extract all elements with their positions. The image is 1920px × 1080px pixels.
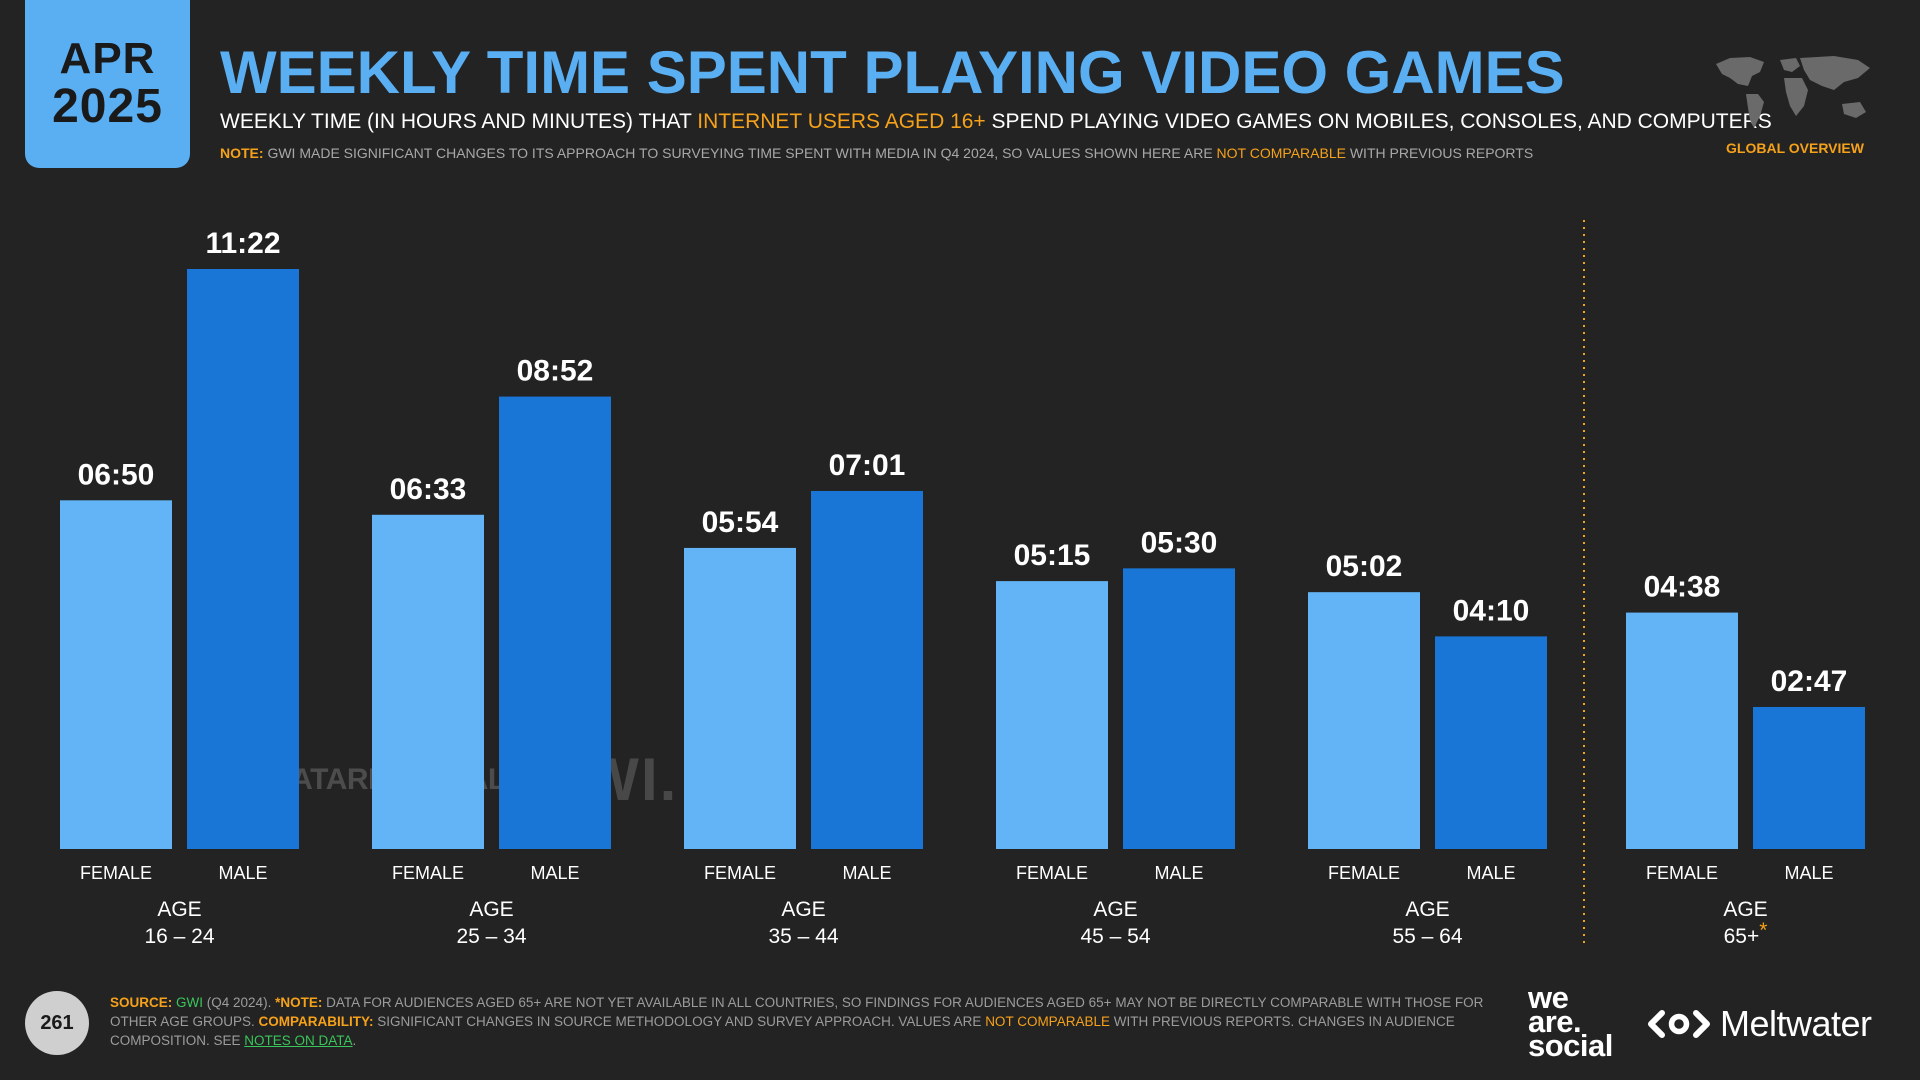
age-label: AGE bbox=[1405, 898, 1449, 921]
source-name: GWI bbox=[176, 995, 204, 1010]
data-label-female: 06:33 bbox=[390, 473, 467, 506]
age-range-label: 25 – 34 bbox=[456, 925, 526, 948]
notes-on-data-link[interactable]: NOTES ON DATA bbox=[244, 1033, 353, 1048]
age-range-label: 45 – 54 bbox=[1080, 925, 1150, 948]
meltwater-logo: Meltwater bbox=[1648, 1003, 1872, 1045]
bar-female bbox=[1308, 592, 1420, 849]
subtitle-highlight: INTERNET USERS AGED 16+ bbox=[697, 110, 986, 133]
page-title: WEEKLY TIME SPENT PLAYING VIDEO GAMES bbox=[220, 39, 1565, 106]
bar-male bbox=[187, 269, 299, 849]
data-label-female: 05:02 bbox=[1326, 550, 1403, 583]
age-range-label: 65+* bbox=[1724, 919, 1768, 948]
bar-female bbox=[1626, 612, 1738, 849]
we-are-social-logo: we are. social bbox=[1528, 980, 1613, 1063]
comparability-post: WITH PREVIOUS REPORTS. CHANGES IN AUDIEN… bbox=[110, 1014, 1455, 1048]
bar-female bbox=[372, 514, 484, 849]
world-map-icon bbox=[1716, 56, 1870, 128]
date-year: 2025 bbox=[52, 80, 163, 133]
meltwater-mark-icon bbox=[1648, 1010, 1710, 1038]
bar-female bbox=[684, 547, 796, 849]
age-label: AGE bbox=[1093, 898, 1137, 921]
subtitle-pre: WEEKLY TIME (IN HOURS AND MINUTES) THAT bbox=[220, 110, 698, 133]
bar-male bbox=[1753, 706, 1865, 849]
comparability-label: COMPARABILITY: bbox=[258, 1014, 374, 1029]
age-label: AGE bbox=[1723, 898, 1767, 921]
bar-male bbox=[1435, 636, 1547, 849]
was-line-3: social bbox=[1528, 1028, 1613, 1063]
was-line-1: we bbox=[1528, 980, 1569, 1015]
subtitle-post: SPEND PLAYING VIDEO GAMES ON MOBILES, CO… bbox=[985, 110, 1772, 133]
category-label-male: MALE bbox=[218, 863, 267, 883]
data-label-female: 05:54 bbox=[702, 506, 779, 539]
date-badge: APR 2025 bbox=[25, 0, 190, 168]
bar-male bbox=[1123, 568, 1235, 849]
note-pre: GWI MADE SIGNIFICANT CHANGES TO ITS APPR… bbox=[263, 145, 1217, 161]
age-label: AGE bbox=[469, 898, 513, 921]
note-label: NOTE: bbox=[220, 145, 264, 161]
age-label: AGE bbox=[781, 898, 825, 921]
category-label-female: FEMALE bbox=[1016, 863, 1088, 883]
age-range-label: 55 – 64 bbox=[1392, 925, 1462, 948]
global-overview-label: GLOBAL OVERVIEW bbox=[1726, 140, 1864, 156]
age-label: AGE bbox=[157, 898, 201, 921]
source-footnote: SOURCE: GWI (Q4 2024). *NOTE: DATA FOR A… bbox=[110, 993, 1500, 1050]
meltwater-text: Meltwater bbox=[1720, 1003, 1872, 1044]
category-label-female: FEMALE bbox=[704, 863, 776, 883]
note-highlight: NOT COMPARABLE bbox=[1216, 145, 1346, 161]
category-label-male: MALE bbox=[842, 863, 891, 883]
note-post: WITH PREVIOUS REPORTS bbox=[1345, 145, 1534, 161]
data-label-female: 06:50 bbox=[78, 458, 155, 491]
data-label-male: 05:30 bbox=[1141, 526, 1218, 559]
data-label-male: 08:52 bbox=[517, 355, 594, 388]
was-line-2: are. bbox=[1528, 1004, 1582, 1039]
data-label-female: 05:15 bbox=[1014, 539, 1091, 572]
age-range-label: 16 – 24 bbox=[144, 925, 214, 948]
category-label-male: MALE bbox=[1466, 863, 1515, 883]
header-note: NOTE: GWI MADE SIGNIFICANT CHANGES TO IT… bbox=[220, 145, 1533, 161]
subtitle: WEEKLY TIME (IN HOURS AND MINUTES) THAT … bbox=[220, 110, 1772, 134]
category-label-male: MALE bbox=[1154, 863, 1203, 883]
page-number: 261 bbox=[25, 991, 89, 1055]
footnote-end: . bbox=[352, 1033, 357, 1048]
bar-male bbox=[499, 396, 611, 849]
category-label-female: FEMALE bbox=[1646, 863, 1718, 883]
data-label-male: 02:47 bbox=[1771, 665, 1848, 698]
comparability-pre: SIGNIFICANT CHANGES IN SOURCE METHODOLOG… bbox=[373, 1014, 986, 1029]
data-label-male: 04:10 bbox=[1453, 594, 1530, 627]
data-label-female: 04:38 bbox=[1644, 571, 1721, 604]
date-month: APR bbox=[59, 34, 156, 83]
age-range-label: 35 – 44 bbox=[768, 925, 838, 948]
category-label-male: MALE bbox=[1784, 863, 1833, 883]
footnote-note-text: DATA FOR AUDIENCES AGED 65+ ARE NOT YET … bbox=[110, 995, 1484, 1029]
age-asterisk: * bbox=[1759, 919, 1767, 942]
footnote-note-label: *NOTE: bbox=[275, 995, 323, 1010]
comparability-highlight: NOT COMPARABLE bbox=[985, 1014, 1110, 1029]
category-label-female: FEMALE bbox=[80, 863, 152, 883]
bar-male bbox=[811, 490, 923, 849]
source-period: (Q4 2024). bbox=[203, 995, 276, 1010]
data-label-male: 07:01 bbox=[829, 449, 906, 482]
bar-female bbox=[60, 500, 172, 849]
bar-female bbox=[996, 581, 1108, 849]
category-label-female: FEMALE bbox=[392, 863, 464, 883]
category-label-male: MALE bbox=[530, 863, 579, 883]
category-label-female: FEMALE bbox=[1328, 863, 1400, 883]
data-label-male: 11:22 bbox=[205, 227, 280, 260]
source-label: SOURCE: bbox=[110, 995, 173, 1010]
